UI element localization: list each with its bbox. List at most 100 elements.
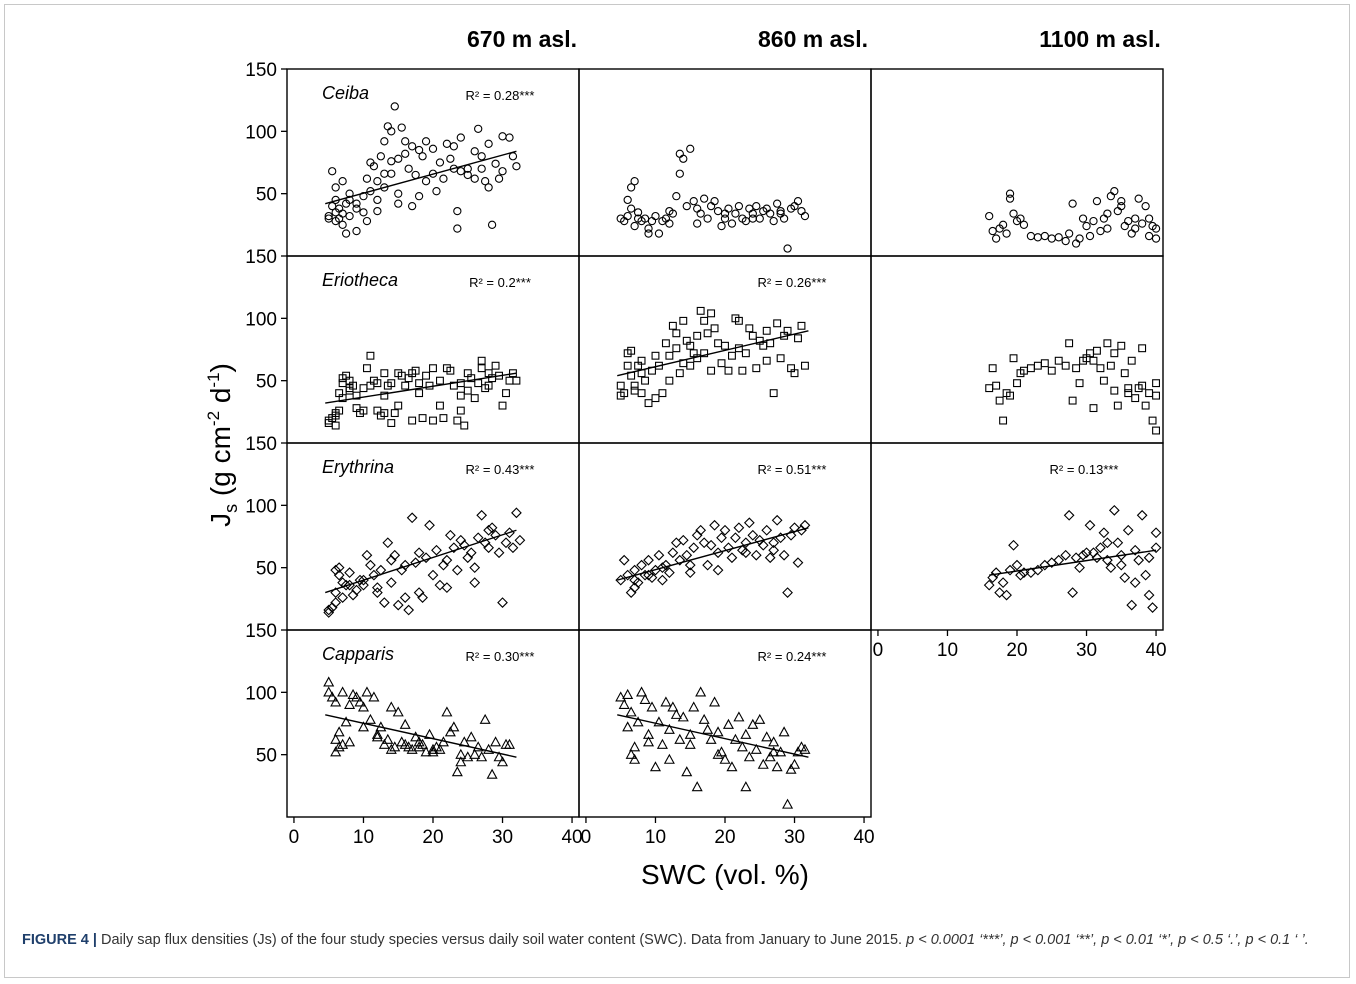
r2-label: R² = 0.43*** xyxy=(465,462,534,477)
data-point xyxy=(1113,206,1122,216)
data-point xyxy=(1105,562,1117,574)
data-point xyxy=(768,537,780,549)
data-point xyxy=(483,524,494,536)
data-point xyxy=(345,386,354,395)
data-point xyxy=(990,567,1002,579)
data-point xyxy=(695,524,707,536)
data-point xyxy=(782,587,793,598)
data-point xyxy=(629,564,640,576)
data-point xyxy=(644,399,653,408)
data-point xyxy=(474,379,483,388)
data-point xyxy=(465,731,477,742)
data-point xyxy=(1061,361,1070,370)
data-point xyxy=(344,567,355,579)
data-point xyxy=(1127,229,1136,238)
data-point xyxy=(719,524,731,536)
data-point xyxy=(337,686,349,697)
data-point xyxy=(408,416,417,425)
data-point xyxy=(344,698,356,709)
data-point xyxy=(1103,209,1112,218)
data-point xyxy=(695,686,707,697)
data-point xyxy=(413,741,425,752)
y-tick-label: 100 xyxy=(245,683,277,704)
data-point xyxy=(1077,549,1089,561)
regression-line xyxy=(617,714,809,758)
species-label: Erythrina xyxy=(322,457,394,477)
data-point xyxy=(1064,229,1074,238)
data-point xyxy=(401,149,410,158)
site-header-860: 860 m asl. xyxy=(758,26,868,52)
regression-line xyxy=(617,330,809,377)
panel-content-ceiba-2 xyxy=(985,187,1161,248)
data-point xyxy=(684,738,696,749)
data-point xyxy=(616,381,625,390)
x-tick-label: 10 xyxy=(937,640,958,661)
data-point xyxy=(1013,379,1021,388)
data-point xyxy=(361,549,373,561)
panel-content-ceiba-0 xyxy=(324,102,521,238)
data-point xyxy=(657,562,668,574)
data-point xyxy=(439,414,448,423)
data-point xyxy=(352,204,361,213)
data-point xyxy=(487,220,497,229)
data-point xyxy=(665,376,674,385)
data-point xyxy=(1099,376,1108,385)
data-point xyxy=(451,766,463,777)
y-tick-label: 50 xyxy=(256,746,277,767)
data-point xyxy=(397,123,406,132)
data-point xyxy=(778,549,790,561)
data-point xyxy=(670,708,682,719)
caption-label: FIGURE 4 | xyxy=(22,932,97,948)
data-point xyxy=(622,569,634,581)
data-point xyxy=(661,339,670,348)
data-point xyxy=(1136,509,1148,521)
data-point xyxy=(733,711,745,722)
data-point xyxy=(636,686,648,697)
data-point xyxy=(714,339,722,348)
data-point xyxy=(724,204,733,213)
data-point xyxy=(380,137,389,146)
panel-content-erythrina-2 xyxy=(983,504,1162,613)
data-point xyxy=(1089,356,1098,365)
data-point xyxy=(629,574,640,586)
data-point xyxy=(743,751,755,762)
data-point xyxy=(456,167,465,176)
data-point xyxy=(335,406,344,415)
data-point xyxy=(633,208,643,217)
data-point xyxy=(347,688,359,699)
data-point xyxy=(654,229,664,238)
data-point xyxy=(1063,509,1075,521)
data-point xyxy=(1103,224,1112,233)
panel-content-erythrina-0 xyxy=(323,507,526,618)
data-point xyxy=(762,326,771,335)
data-point xyxy=(658,389,667,398)
data-point xyxy=(340,716,352,727)
data-point xyxy=(378,597,390,608)
data-point xyxy=(615,691,627,702)
data-point xyxy=(380,369,389,378)
data-point xyxy=(682,201,691,211)
data-point xyxy=(331,183,340,192)
data-point xyxy=(383,122,392,131)
data-point xyxy=(660,696,672,707)
data-point xyxy=(623,361,632,370)
data-point xyxy=(390,409,399,418)
data-point xyxy=(483,743,495,754)
data-point xyxy=(1009,209,1018,218)
data-point xyxy=(512,162,521,171)
data-point xyxy=(623,195,632,205)
data-point xyxy=(446,366,455,375)
data-point xyxy=(632,716,644,727)
data-point xyxy=(651,351,660,360)
data-point xyxy=(681,766,693,777)
data-point xyxy=(752,364,761,373)
data-point xyxy=(1019,220,1029,229)
data-point xyxy=(326,691,338,702)
data-point xyxy=(387,157,396,166)
data-point xyxy=(1092,196,1102,206)
data-point xyxy=(1152,379,1160,388)
data-point xyxy=(455,756,467,767)
data-point xyxy=(477,364,486,373)
data-point xyxy=(684,567,696,579)
